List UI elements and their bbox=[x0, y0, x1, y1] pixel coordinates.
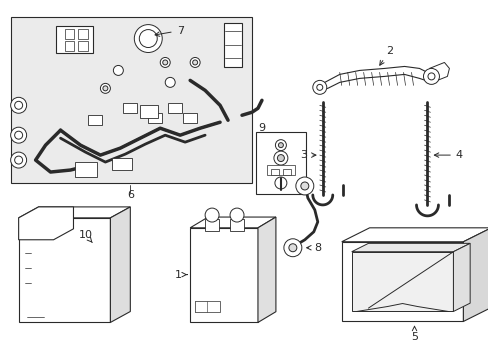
Bar bbox=[190, 228, 258, 323]
Circle shape bbox=[11, 127, 26, 143]
Bar bbox=[224, 23, 242, 67]
Bar bbox=[56, 26, 93, 54]
Circle shape bbox=[11, 97, 26, 113]
Bar bbox=[183, 113, 197, 123]
Circle shape bbox=[274, 177, 286, 189]
Bar bbox=[19, 218, 110, 323]
Circle shape bbox=[15, 131, 22, 139]
Bar bbox=[148, 113, 162, 123]
Bar bbox=[195, 301, 207, 312]
Circle shape bbox=[277, 154, 284, 162]
Circle shape bbox=[160, 58, 170, 67]
Bar bbox=[229, 219, 244, 231]
Circle shape bbox=[284, 239, 301, 257]
Text: 1: 1 bbox=[174, 270, 187, 280]
Text: 3: 3 bbox=[300, 150, 315, 160]
Bar bbox=[255, 132, 305, 194]
Bar bbox=[64, 28, 74, 39]
Circle shape bbox=[300, 182, 308, 190]
Circle shape bbox=[288, 244, 296, 252]
Bar bbox=[266, 165, 294, 175]
Circle shape bbox=[427, 73, 434, 80]
Bar bbox=[112, 158, 132, 170]
Polygon shape bbox=[258, 217, 275, 323]
Bar bbox=[75, 162, 97, 177]
Circle shape bbox=[192, 60, 197, 65]
Polygon shape bbox=[190, 217, 275, 228]
Text: 10: 10 bbox=[78, 230, 92, 243]
Bar bbox=[78, 41, 88, 50]
Bar bbox=[351, 252, 452, 311]
Text: 9: 9 bbox=[258, 123, 265, 133]
Bar bbox=[64, 41, 74, 50]
Text: 4: 4 bbox=[433, 150, 462, 160]
Bar bbox=[123, 103, 137, 113]
Circle shape bbox=[134, 24, 162, 53]
Circle shape bbox=[100, 84, 110, 93]
Polygon shape bbox=[351, 243, 469, 252]
Circle shape bbox=[102, 86, 108, 91]
Text: 5: 5 bbox=[410, 326, 417, 342]
Circle shape bbox=[423, 68, 439, 84]
Polygon shape bbox=[463, 228, 488, 321]
Circle shape bbox=[190, 58, 200, 67]
Bar bbox=[283, 169, 290, 175]
Text: 6: 6 bbox=[126, 190, 134, 200]
Polygon shape bbox=[19, 207, 130, 218]
Circle shape bbox=[204, 208, 219, 222]
Circle shape bbox=[15, 101, 22, 109]
Bar bbox=[11, 17, 251, 183]
Circle shape bbox=[113, 66, 123, 75]
Bar bbox=[204, 219, 219, 231]
Bar bbox=[88, 115, 102, 125]
Bar bbox=[78, 28, 88, 39]
Polygon shape bbox=[19, 207, 73, 240]
Circle shape bbox=[229, 208, 244, 222]
Text: 2: 2 bbox=[379, 45, 392, 65]
Text: 8: 8 bbox=[306, 243, 321, 253]
Text: 7: 7 bbox=[155, 26, 183, 36]
Bar bbox=[270, 169, 278, 175]
Circle shape bbox=[139, 30, 157, 48]
Circle shape bbox=[278, 143, 283, 148]
Polygon shape bbox=[428, 62, 448, 80]
Circle shape bbox=[312, 80, 326, 94]
Bar bbox=[140, 105, 158, 118]
Circle shape bbox=[163, 60, 167, 65]
Circle shape bbox=[11, 152, 26, 168]
Polygon shape bbox=[341, 228, 488, 242]
Circle shape bbox=[275, 140, 286, 150]
Circle shape bbox=[316, 84, 322, 90]
Polygon shape bbox=[110, 207, 130, 323]
Circle shape bbox=[15, 156, 22, 164]
Polygon shape bbox=[317, 67, 430, 90]
Circle shape bbox=[273, 151, 287, 165]
Circle shape bbox=[165, 77, 175, 87]
Bar bbox=[341, 242, 463, 321]
Bar bbox=[195, 301, 220, 312]
Polygon shape bbox=[452, 243, 469, 311]
Bar bbox=[168, 103, 182, 113]
Circle shape bbox=[295, 177, 313, 195]
